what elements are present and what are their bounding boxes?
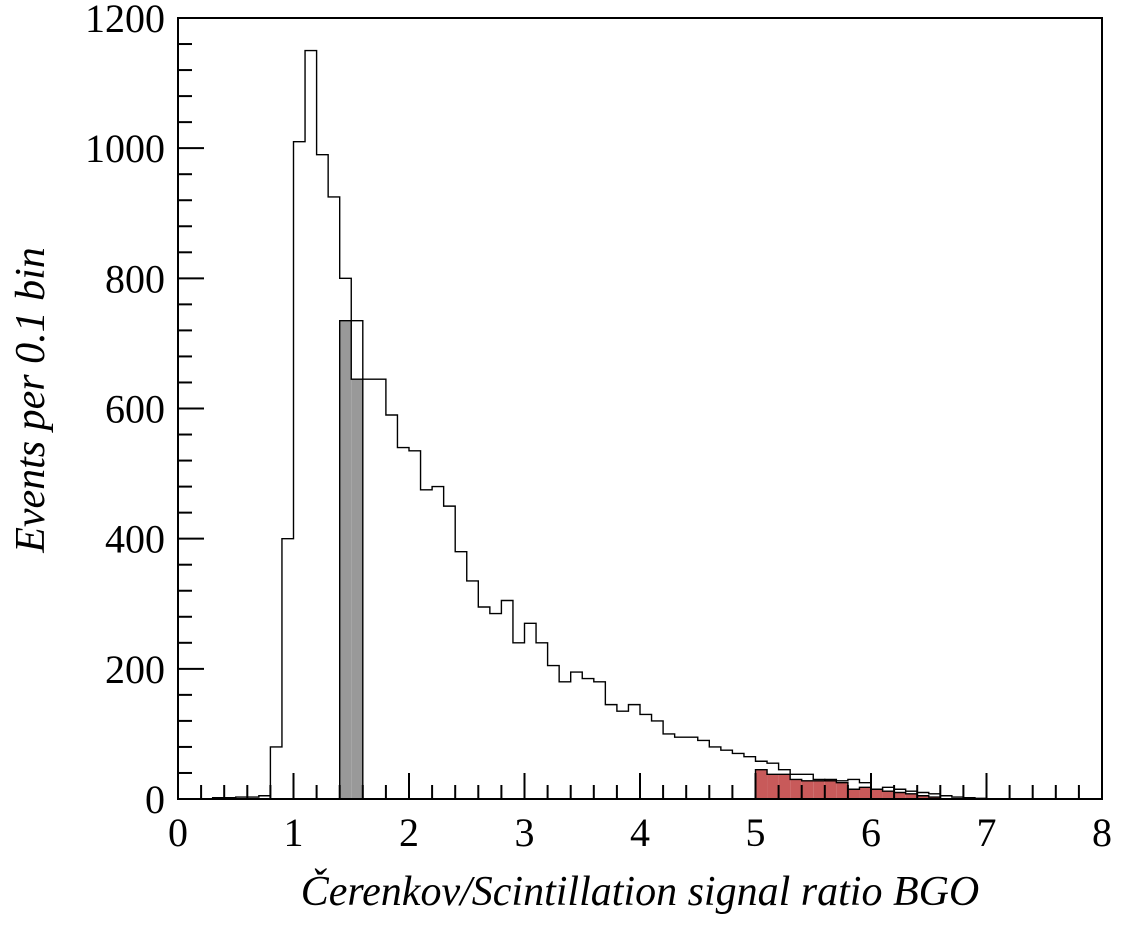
highlight-bin-1-10 [871,789,883,799]
y-tick-label: 1000 [85,126,165,171]
x-tick-label: 4 [630,810,650,855]
y-tick-label: 600 [105,387,165,432]
highlight-bin-1-3 [790,779,802,799]
highlight-bin-1-8 [847,789,860,799]
y-tick-label: 0 [145,777,165,822]
highlight-bin-1-13 [905,793,918,799]
highlight-bin-1-14 [917,795,929,799]
x-tick-label: 2 [399,810,419,855]
highlight-bin-1-5 [813,780,825,799]
highlight-bin-1-0 [755,769,768,799]
highlight-bin-1-11 [882,791,895,799]
highlight-bin-0-0 [339,320,352,799]
highlight-bin-1-12 [894,792,906,799]
x-tick-label: 0 [168,810,188,855]
highlight-bin-1-6 [824,779,837,799]
highlight-bin-1-1 [767,774,779,799]
y-tick-label: 800 [105,256,165,301]
highlight-bin-0-1 [351,379,363,799]
y-tick-label: 1200 [85,0,165,41]
highlight-bin-1-7 [836,782,848,799]
plot-frame [177,17,1103,800]
highlight-outline-0 [339,319,364,799]
highlight-outline-1 [754,769,941,799]
x-tick-label: 3 [515,810,535,855]
x-tick-label: 8 [1092,810,1112,855]
x-tick-label: 1 [284,810,304,855]
x-tick-label: 5 [746,810,766,855]
highlight-bin-1-2 [778,774,791,799]
histogram-outline [201,49,999,800]
highlight-bin-1-9 [859,787,871,799]
y-axis-title: Events per 0.1 bin [8,247,54,554]
x-axis-title: Čerenkov/Scintillation signal ratio BGO [301,868,980,915]
x-tick-label: 7 [977,810,997,855]
y-tick-labels: 0 200 400 600 800 1000 1200 [85,0,165,822]
x-tick-labels: 0 1 2 3 4 5 6 7 8 [168,810,1112,855]
y-tick-label: 200 [105,647,165,692]
x-tick-label: 6 [861,810,881,855]
y-tick-label: 400 [105,517,165,562]
highlight-bands [339,319,941,799]
highlight-bin-1-4 [801,780,814,799]
